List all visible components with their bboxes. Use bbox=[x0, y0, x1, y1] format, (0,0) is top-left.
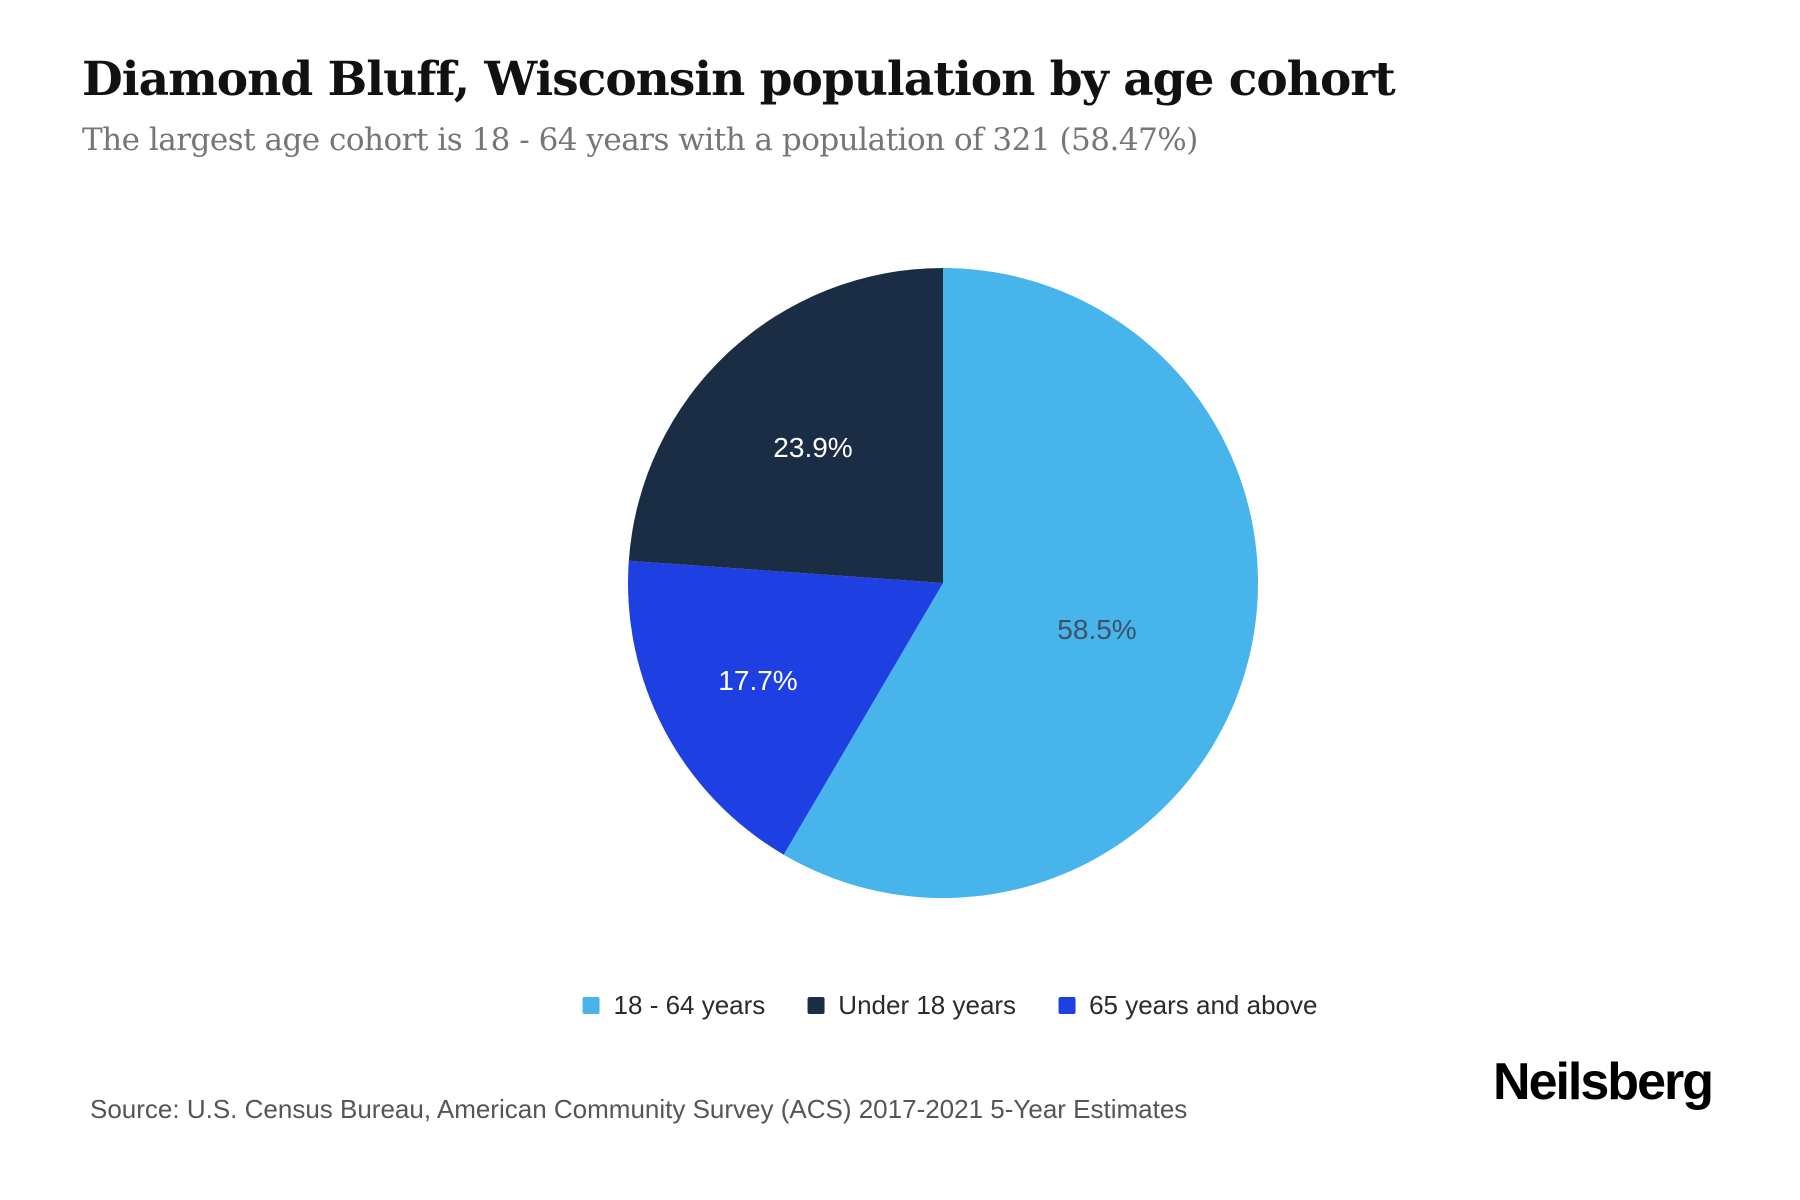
pie-svg bbox=[628, 268, 1259, 898]
legend-item-18-64-years[interactable]: 18 - 64 years bbox=[582, 990, 766, 1021]
chart-legend: 18 - 64 years Under 18 years 65 years an… bbox=[582, 990, 1317, 1021]
legend-label-18-64-years: 18 - 64 years bbox=[613, 990, 766, 1020]
page-title: Diamond Bluff, Wisconsin population by a… bbox=[82, 52, 1396, 107]
slice-label-18-64-years: 58.5% bbox=[1057, 614, 1137, 645]
page-subtitle: The largest age cohort is 18 - 64 years … bbox=[82, 122, 1198, 158]
legend-label-65-years-and-above: 65 years and above bbox=[1089, 990, 1318, 1020]
legend-item-under-18-years[interactable]: Under 18 years bbox=[807, 990, 1016, 1021]
legend-item-65-years-and-above[interactable]: 65 years and above bbox=[1058, 990, 1317, 1021]
legend-swatch-18-64-years bbox=[582, 997, 600, 1014]
pie-chart bbox=[623, 263, 1263, 903]
neilsberg-logo[interactable]: Neilsberg bbox=[1493, 1053, 1714, 1111]
pie-slice-under-18-years[interactable] bbox=[628, 268, 943, 583]
pie-slice-18-64-years[interactable] bbox=[783, 268, 1259, 898]
slice-label-under-18-years: 23.9% bbox=[773, 432, 853, 463]
legend-label-under-18-years: Under 18 years bbox=[838, 990, 1017, 1020]
source-attribution: Source: U.S. Census Bureau, American Com… bbox=[90, 1094, 1188, 1124]
pie-slice-65-years-and-above[interactable] bbox=[628, 560, 943, 855]
slice-label-65-years-and-above: 17.7% bbox=[718, 665, 798, 696]
legend-swatch-under-18-years bbox=[807, 997, 825, 1014]
legend-swatch-65-years-and-above bbox=[1058, 997, 1076, 1014]
